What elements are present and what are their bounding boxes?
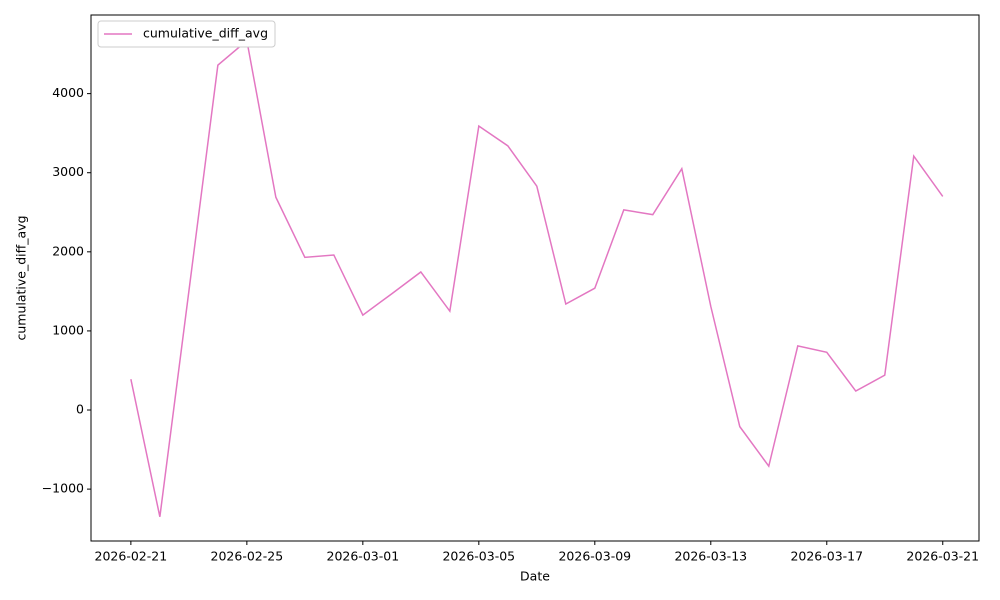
- y-tick-label: −1000: [42, 481, 84, 496]
- plot-frame: [90, 14, 980, 542]
- line: [130, 39, 944, 517]
- x-tick-label: 2026-03-17: [790, 549, 863, 564]
- x-axis-label: Date: [520, 569, 550, 584]
- x-tick-label: 2026-03-01: [327, 549, 400, 564]
- y-tick-label: 2000: [52, 243, 84, 258]
- y-axis-label: cumulative_diff_avg: [14, 216, 29, 341]
- y-tick-label: 4000: [52, 85, 84, 100]
- x-tick-label: 2026-03-21: [906, 549, 979, 564]
- x-tick-label: 2026-02-25: [211, 549, 284, 564]
- y-tick-label: 0: [76, 402, 84, 417]
- y-tick-label: 3000: [52, 164, 84, 179]
- legend-box: [97, 20, 276, 48]
- y-tick-label: 1000: [52, 322, 84, 337]
- legend-label: cumulative_diff_avg: [143, 26, 268, 41]
- x-tick-label: 2026-03-05: [442, 549, 515, 564]
- x-tick-label: 2026-03-13: [674, 549, 747, 564]
- x-tick-label: 2026-02-21: [95, 549, 168, 564]
- x-tick-label: 2026-03-09: [558, 549, 631, 564]
